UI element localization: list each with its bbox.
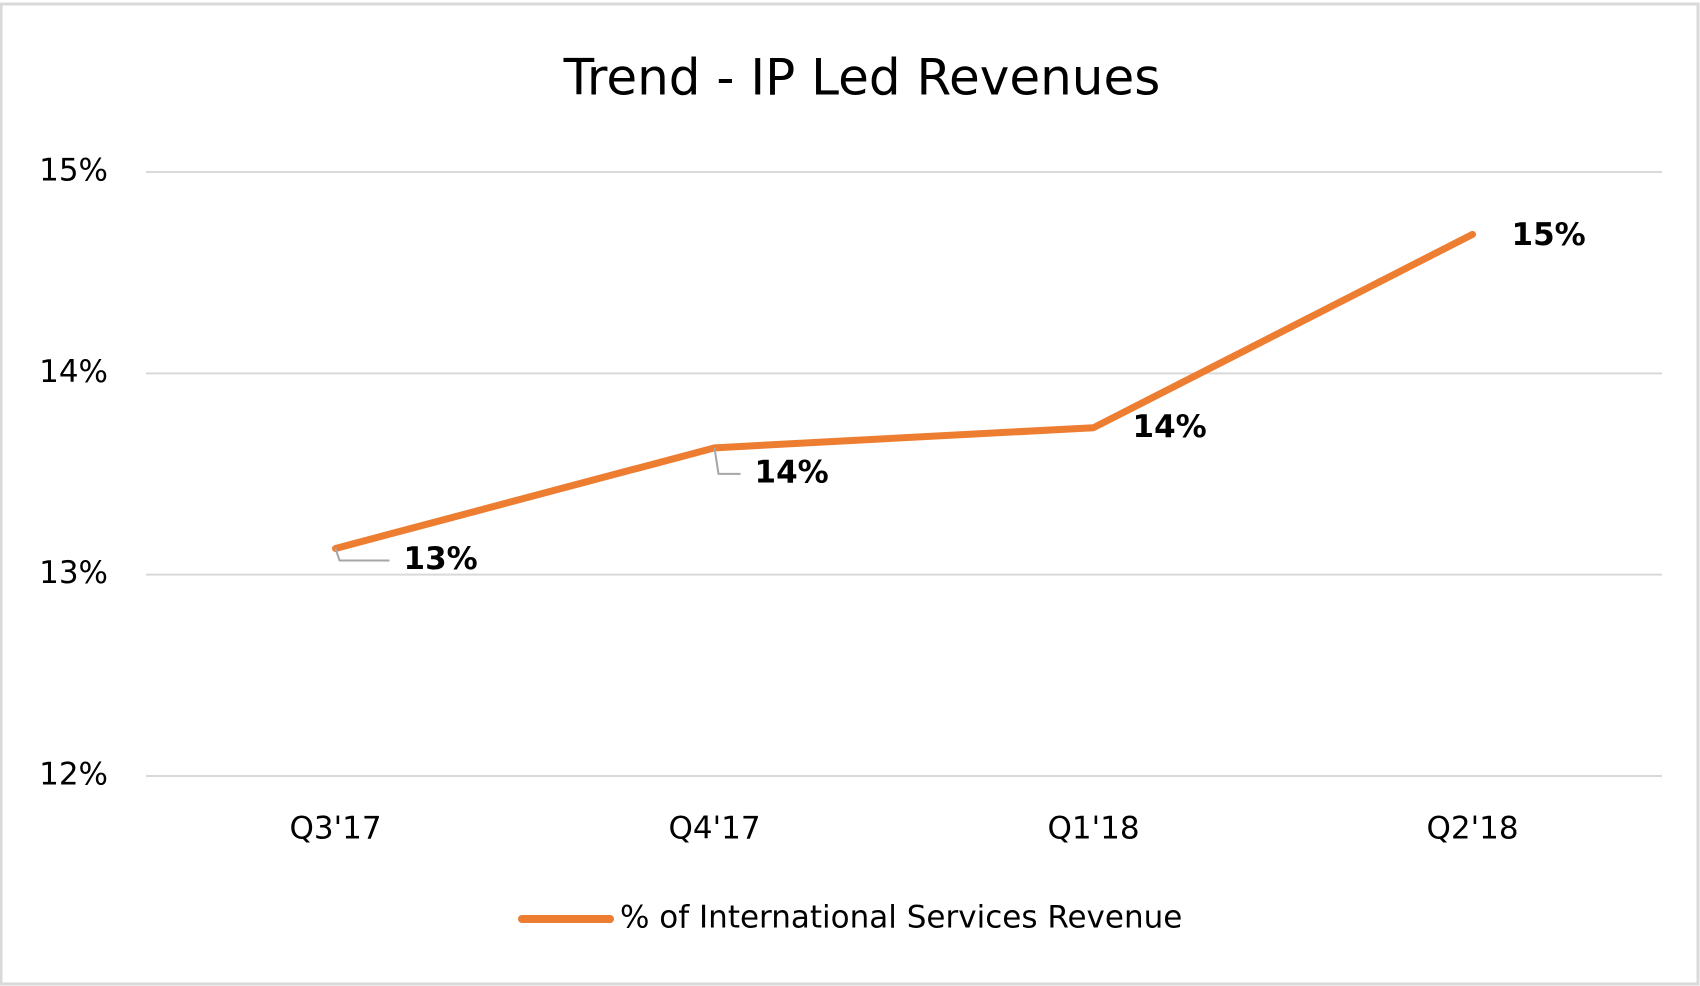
chart-title: Trend - IP Led Revenues [563, 49, 1161, 107]
legend-label: % of International Services Revenue [620, 900, 1182, 936]
leader-line [713, 447, 741, 475]
leader-line [334, 548, 390, 562]
y-tick-label: 12% [39, 757, 108, 793]
line [332, 230, 1476, 552]
x-tick-label: Q3'17 [289, 811, 381, 847]
y-tick-label: 14% [39, 354, 108, 390]
y-tick-label: 15% [39, 153, 108, 189]
x-tick-label: Q4'17 [668, 811, 760, 847]
x-tick-label: Q2'18 [1426, 811, 1518, 847]
y-tick-label: 13% [39, 555, 108, 591]
data-label: 14% [755, 454, 829, 490]
x-tick-label: Q1'18 [1047, 811, 1139, 847]
data-label: 14% [1133, 409, 1207, 445]
data-label: 15% [1512, 217, 1586, 253]
data-label: 13% [404, 541, 478, 577]
